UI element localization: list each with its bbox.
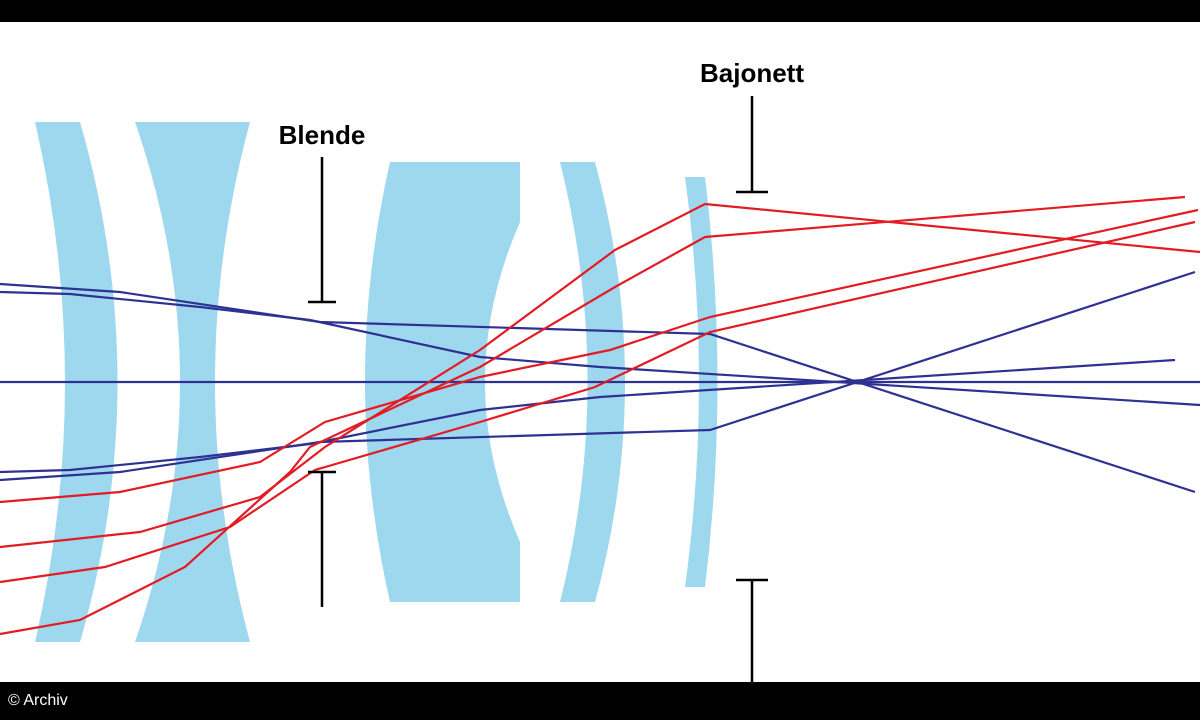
optical-diagram: Blende Bajonett	[0, 22, 1200, 682]
credit-text: © Archiv	[8, 692, 68, 710]
diagram-frame: Blende Bajonett	[0, 22, 1200, 682]
aperture-label: Blende	[279, 120, 366, 150]
aperture-annotation: Blende	[279, 120, 366, 607]
annotation-group: Blende Bajonett	[279, 58, 805, 682]
bayonet-label: Bajonett	[700, 58, 804, 88]
